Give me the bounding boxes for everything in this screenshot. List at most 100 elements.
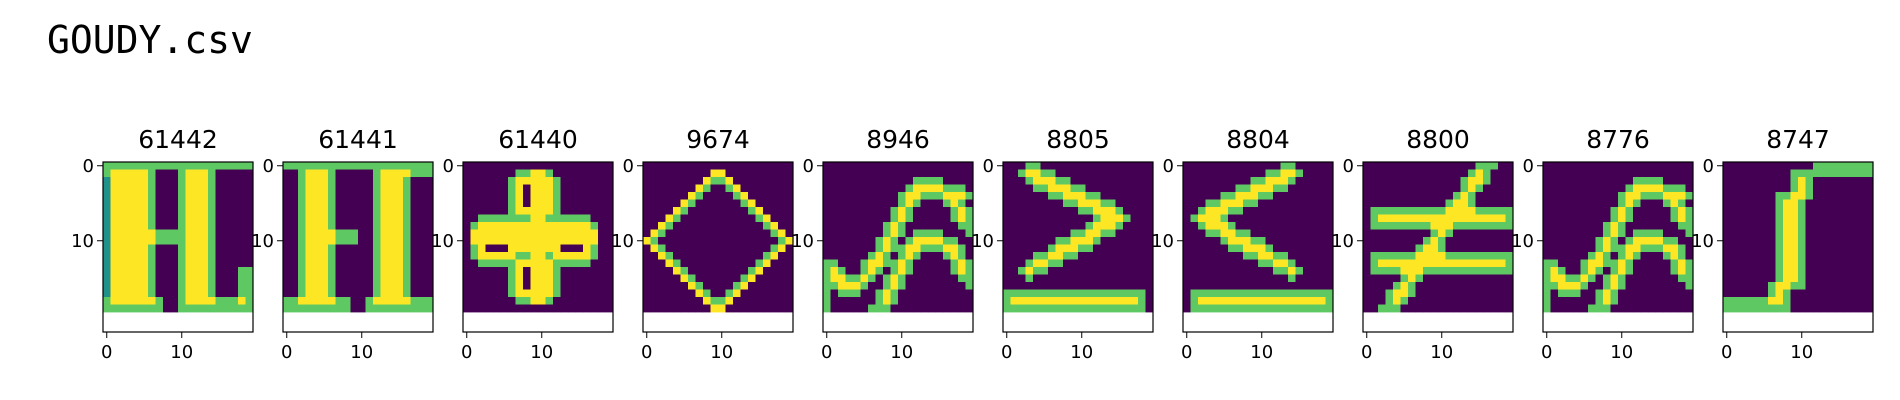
heatmap-cell <box>1138 244 1146 253</box>
heatmap-cell <box>1573 177 1581 185</box>
heatmap-cell <box>1678 207 1686 215</box>
heatmap-cell <box>485 282 494 290</box>
heatmap-cell <box>695 162 704 170</box>
heatmap-cell <box>1400 304 1409 313</box>
heatmap-cell <box>590 259 599 268</box>
heatmap-cell <box>823 267 831 275</box>
heatmap-cell <box>823 199 831 208</box>
heatmap-cell <box>163 184 171 193</box>
heatmap-cell <box>1745 222 1754 230</box>
heatmap-cell <box>1490 244 1499 253</box>
heatmap-cell <box>1460 199 1469 208</box>
heatmap-cell <box>1138 252 1146 260</box>
heatmap-cell <box>950 237 959 245</box>
heatmap-cell <box>1865 162 1874 170</box>
heatmap-cell <box>710 252 719 260</box>
heatmap-cell <box>658 199 666 208</box>
heatmap-cell <box>283 244 291 253</box>
heatmap-cell <box>725 237 734 245</box>
heatmap-cell <box>1505 222 1514 230</box>
heatmap-cell <box>1603 207 1611 215</box>
heatmap-cell <box>538 289 546 298</box>
heatmap-cell <box>1190 244 1199 253</box>
heatmap-cell <box>508 184 516 193</box>
heatmap-cell <box>1618 199 1626 208</box>
heatmap-cell <box>1100 177 1109 185</box>
heatmap-cell <box>1798 297 1806 305</box>
heatmap-cell <box>1070 162 1079 170</box>
heatmap-cell <box>313 184 321 193</box>
heatmap-cell <box>1543 184 1551 193</box>
heatmap-cell <box>155 274 164 283</box>
heatmap-cell <box>1730 214 1739 223</box>
heatmap-cell <box>1273 214 1281 223</box>
heatmap-cell <box>1393 207 1401 215</box>
heatmap-cell <box>1288 214 1296 223</box>
heatmap-cell <box>530 229 539 238</box>
heatmap-cell <box>245 184 254 193</box>
heatmap-cell <box>343 267 351 275</box>
heatmap-cell <box>365 297 374 305</box>
heatmap-cell <box>1865 252 1874 260</box>
heatmap-cell <box>1100 304 1109 313</box>
heatmap-cell <box>1400 274 1409 283</box>
heatmap-cell <box>755 222 764 230</box>
heatmap-cell <box>553 267 561 275</box>
heatmap-cell <box>583 297 591 305</box>
heatmap-cell <box>1685 244 1694 253</box>
heatmap-cell <box>1843 169 1851 178</box>
heatmap-cell <box>785 244 794 253</box>
heatmap-cell <box>223 222 231 230</box>
heatmap-cell <box>718 244 726 253</box>
heatmap-cell <box>1258 192 1266 200</box>
heatmap-cell <box>658 162 666 170</box>
heatmap-cell <box>1738 237 1746 245</box>
x-tick-label: 10 <box>350 342 373 363</box>
heatmap-cell <box>1685 282 1694 290</box>
heatmap-cell <box>148 169 156 178</box>
heatmap-cell <box>958 184 966 193</box>
heatmap-cell <box>1648 282 1656 290</box>
heatmap-cell <box>245 289 254 298</box>
heatmap-cell <box>125 297 134 305</box>
heatmap-cell <box>1648 169 1656 178</box>
heatmap-cell <box>358 237 366 245</box>
heatmap-cell <box>1040 214 1049 223</box>
heatmap-cell <box>1430 259 1439 268</box>
heatmap-cell <box>778 289 786 298</box>
heatmap-cell <box>148 199 156 208</box>
heatmap-cell <box>1670 192 1679 200</box>
heatmap-cell <box>343 207 351 215</box>
heatmap-cell <box>1033 252 1041 260</box>
heatmap-cell <box>568 214 576 223</box>
heatmap-cell <box>1543 289 1551 298</box>
heatmap-cell <box>500 267 509 275</box>
heatmap-cell <box>1685 169 1694 178</box>
heatmap-cell <box>418 184 426 193</box>
heatmap-cell <box>1078 289 1086 298</box>
heatmap-cell <box>170 244 179 253</box>
heatmap-cell <box>493 229 501 238</box>
heatmap-cell <box>1280 252 1289 260</box>
heatmap-cell <box>380 184 389 193</box>
heatmap-cell <box>1145 199 1154 208</box>
heatmap-cell <box>1745 304 1754 313</box>
heatmap-cell <box>155 192 164 200</box>
heatmap-cell <box>1025 304 1034 313</box>
heatmap-cell <box>1100 289 1109 298</box>
heatmap-cell <box>1850 169 1859 178</box>
heatmap-cell <box>1828 244 1836 253</box>
heatmap-cell <box>890 222 899 230</box>
heatmap-cell <box>695 222 704 230</box>
heatmap-cell <box>1273 274 1281 283</box>
heatmap-cell <box>1258 237 1266 245</box>
heatmap-cell <box>1303 282 1311 290</box>
heatmap-cell <box>365 274 374 283</box>
heatmap-cell <box>1273 162 1281 170</box>
heatmap-cell <box>898 252 906 260</box>
heatmap-cell <box>545 297 554 305</box>
heatmap-cell <box>1138 222 1146 230</box>
heatmap-cell <box>1558 297 1566 305</box>
heatmap-cell <box>1085 162 1094 170</box>
heatmap-cell <box>163 252 171 260</box>
